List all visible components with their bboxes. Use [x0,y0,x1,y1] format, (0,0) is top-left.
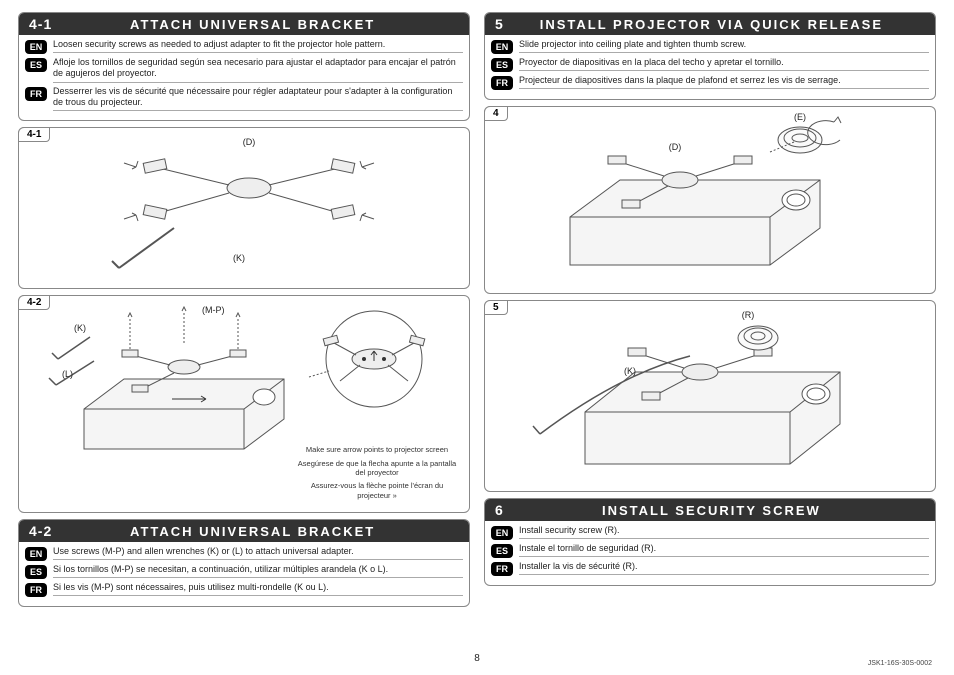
figure-tab: 4-1 [18,127,50,142]
lang-badge-en: EN [25,547,47,561]
section-5-body: EN Slide projector into ceiling plate an… [485,35,935,99]
text-fr: Installer la vis de sécurité (R). [519,561,929,572]
lang-row-en: EN Use screws (M-P) and allen wrenches (… [25,546,463,561]
lang-badge-es: ES [25,58,47,72]
diagram-4-1: (D) (K) [64,133,424,283]
text-en: Loosen security screws as needed to adju… [53,39,463,50]
step-title: INSTALL SECURITY SCREW [518,503,935,518]
section-4-1-body: EN Loosen security screws as needed to a… [19,35,469,120]
note-es: Asegúrese de que la flecha apunte a la p… [297,459,457,478]
figure-tab: 4-2 [18,295,50,310]
figure-4: 4 [484,106,936,294]
page-footer: 8 JSK1-16S-30S-0002 [18,653,936,667]
lang-row-es: ES Afloje los tornillos de seguridad seg… [25,57,463,83]
step-title: ATTACH UNIVERSAL BRACKET [66,524,469,539]
lang-row-en: EN Install security screw (R). [491,525,929,540]
text-es: Afloje los tornillos de seguridad según … [53,57,463,80]
lang-row-fr: FR Installer la vis de sécurité (R). [491,561,929,576]
lang-badge-en: EN [491,40,513,54]
step-title: INSTALL PROJECTOR VIA QUICK RELEASE [518,17,935,32]
label-l: (L) [62,369,73,379]
page-number: 8 [18,653,936,664]
text-en: Slide projector into ceiling plate and t… [519,39,929,50]
text-fr: Si les vis (M-P) sont nécessaires, puis … [53,582,463,593]
note-fr: Assurez-vous la flèche pointe l'écran du… [297,481,457,500]
figure-4-1: 4-1 [18,127,470,289]
text-es: Si los tornillos (M-P) se necesitan, a c… [53,564,463,575]
section-4-1-header: 4-1 ATTACH UNIVERSAL BRACKET [19,13,469,35]
step-number: 4-1 [19,16,66,32]
section-4-2-body: EN Use screws (M-P) and allen wrenches (… [19,542,469,606]
label-d: (D) [243,137,256,147]
lang-badge-es: ES [25,565,47,579]
lang-badge-en: EN [25,40,47,54]
lang-badge-en: EN [491,526,513,540]
label-d: (D) [669,142,682,152]
lang-row-en: EN Loosen security screws as needed to a… [25,39,463,54]
label-k: (K) [624,366,636,376]
label-k: (K) [74,323,86,333]
lang-row-fr: FR Projecteur de diapositives dans la pl… [491,75,929,90]
diagram-5: (R) (K) [500,304,920,488]
step-number: 6 [485,502,518,518]
note-en: Make sure arrow points to projector scre… [297,445,457,454]
label-r: (R) [742,310,755,320]
lang-row-en: EN Slide projector into ceiling plate an… [491,39,929,54]
left-column: 4-1 ATTACH UNIVERSAL BRACKET EN Loosen s… [18,12,470,651]
step-number: 4-2 [19,523,66,539]
lang-badge-es: ES [491,544,513,558]
lang-row-es: ES Instale el tornillo de seguridad (R). [491,543,929,558]
lang-badge-fr: FR [25,583,47,597]
lang-badge-es: ES [491,58,513,72]
label-e: (E) [794,112,806,122]
section-6-header: 6 INSTALL SECURITY SCREW [485,499,935,521]
right-column: 5 INSTALL PROJECTOR VIA QUICK RELEASE EN… [484,12,936,651]
section-6: 6 INSTALL SECURITY SCREW EN Install secu… [484,498,936,586]
label-k: (K) [233,253,245,263]
step-number: 5 [485,16,518,32]
step-title: ATTACH UNIVERSAL BRACKET [66,17,469,32]
text-fr: Projecteur de diapositives dans la plaqu… [519,75,929,86]
figure-tab: 4 [484,106,508,121]
figure-5: 5 [484,300,936,492]
text-en: Use screws (M-P) and allen wrenches (K) … [53,546,463,557]
lang-row-fr: FR Si les vis (M-P) sont nécessaires, pu… [25,582,463,597]
document-code: JSK1-16S-30S-0002 [868,660,932,667]
lang-badge-fr: FR [491,562,513,576]
section-4-2: 4-2 ATTACH UNIVERSAL BRACKET EN Use scre… [18,519,470,607]
lang-row-es: ES Proyector de diapositivas en la placa… [491,57,929,72]
section-5: 5 INSTALL PROJECTOR VIA QUICK RELEASE EN… [484,12,936,100]
lang-badge-fr: FR [491,76,513,90]
lang-badge-fr: FR [25,87,47,101]
lang-row-es: ES Si los tornillos (M-P) se necesitan, … [25,564,463,579]
figure-4-2-notes: Make sure arrow points to projector scre… [297,445,457,504]
section-5-header: 5 INSTALL PROJECTOR VIA QUICK RELEASE [485,13,935,35]
section-4-2-header: 4-2 ATTACH UNIVERSAL BRACKET [19,520,469,542]
diagram-4: (D) (E) [500,110,920,290]
lang-row-fr: FR Desserrer les vis de sécurité que néc… [25,86,463,112]
text-es: Proyector de diapositivas en la placa de… [519,57,929,68]
figure-4-2: 4-2 [18,295,470,513]
text-es: Instale el tornillo de seguridad (R). [519,543,929,554]
section-6-body: EN Install security screw (R). ES Instal… [485,521,935,585]
figure-tab: 5 [484,300,508,315]
label-mp: (M-P) [202,305,225,315]
text-fr: Desserrer les vis de sécurité que nécess… [53,86,463,109]
section-4-1: 4-1 ATTACH UNIVERSAL BRACKET EN Loosen s… [18,12,470,121]
text-en: Install security screw (R). [519,525,929,536]
